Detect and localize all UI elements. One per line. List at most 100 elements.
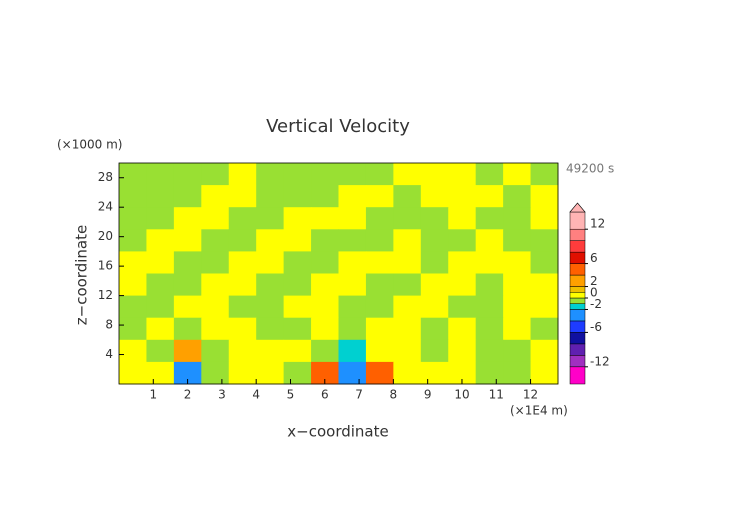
x-tick-label: 12 (523, 388, 538, 402)
field-cell (503, 273, 532, 297)
field-cell (365, 251, 394, 274)
y-tick-label: 12 (98, 288, 113, 302)
field-cell (503, 163, 532, 186)
field-cell (475, 295, 504, 319)
field-cell (420, 163, 449, 186)
field-cell (503, 317, 532, 341)
field-cell (365, 207, 394, 230)
field-cell (338, 339, 367, 363)
field-cell (228, 295, 257, 319)
colorbar-extend (569, 202, 586, 213)
field-cell (393, 317, 422, 341)
field-cell (146, 273, 175, 297)
field-cell (311, 229, 339, 252)
field-cell (503, 339, 532, 363)
field-cell (146, 229, 175, 252)
field-cell (393, 163, 422, 186)
field-cell (420, 251, 449, 274)
field-cell (393, 185, 422, 208)
field-cell (283, 361, 312, 385)
field-cell (146, 317, 175, 341)
field-cell (173, 273, 202, 297)
field-cell (173, 295, 202, 319)
field-cell (256, 295, 285, 319)
field-cell (530, 295, 559, 319)
field-cell (338, 317, 367, 341)
field-cell (420, 295, 449, 319)
field-cell (146, 361, 175, 385)
field-cell (119, 339, 147, 363)
field-cell (475, 163, 504, 186)
field-cell (475, 251, 504, 274)
field-cell (146, 185, 175, 208)
field-cell (283, 229, 312, 252)
field-cell (283, 295, 312, 319)
field-cell (228, 339, 257, 363)
field-cell (201, 185, 230, 208)
colorbar-segment (569, 263, 586, 276)
y-axis-label: z−coordinate (73, 225, 91, 325)
field-cell (311, 185, 339, 208)
field-cell (475, 361, 504, 385)
field-cell (228, 273, 257, 297)
field-cell (393, 339, 422, 363)
y-tick-label: 4 (105, 347, 113, 361)
x-tick-label: 11 (489, 388, 504, 402)
field-cell (201, 317, 230, 341)
y-unit: (×1000 m) (57, 138, 122, 152)
field-cell (530, 185, 559, 208)
field-cell (173, 251, 202, 274)
field-cell (256, 273, 285, 297)
field-cell (530, 273, 559, 297)
field-cell (256, 361, 285, 385)
field-cell (503, 295, 532, 319)
field-cell (228, 185, 257, 208)
field-cell (530, 317, 559, 341)
field-cell (201, 361, 230, 385)
field-cell (530, 229, 559, 252)
field-cell (475, 229, 504, 252)
colorbar-tick-label: -12 (590, 354, 610, 368)
field-cell (228, 163, 257, 186)
field-cell (530, 207, 559, 230)
field-cell (283, 273, 312, 297)
colorbar-segment (569, 228, 586, 241)
colorbar-segment (569, 343, 586, 356)
field-cell (503, 185, 532, 208)
field-cell (393, 273, 422, 297)
plot-frame (118, 162, 559, 385)
x-tick-label: 3 (218, 388, 226, 402)
field-cell (420, 339, 449, 363)
field-cell (173, 163, 202, 186)
field-cell (475, 185, 504, 208)
x-tick-label: 8 (390, 388, 398, 402)
field-cell (420, 207, 449, 230)
colorbar-tick-label: -2 (590, 297, 602, 311)
field-cell (228, 251, 257, 274)
field-cell (311, 295, 339, 319)
colorbar-segment (569, 240, 586, 253)
field-cell (283, 317, 312, 341)
field-cell (146, 251, 175, 274)
field-cell (201, 339, 230, 363)
field-cell (173, 339, 202, 363)
field-cell (530, 339, 559, 363)
field-cell (228, 229, 257, 252)
field-cell (311, 339, 339, 363)
y-tick-label: 24 (98, 200, 113, 214)
field-cell (173, 185, 202, 208)
field-cell (338, 207, 367, 230)
field-cell (365, 339, 394, 363)
field-cell (283, 185, 312, 208)
field-cell (201, 229, 230, 252)
field-cell (420, 317, 449, 341)
field-cell (173, 317, 202, 341)
field-cell (311, 273, 339, 297)
colorbar-tick-label: 0 (590, 286, 598, 300)
field-cell (365, 229, 394, 252)
field-cell (365, 185, 394, 208)
colorbar-segment (569, 320, 586, 333)
field-cell (338, 273, 367, 297)
field-cell (365, 361, 394, 385)
field-cell (448, 185, 477, 208)
